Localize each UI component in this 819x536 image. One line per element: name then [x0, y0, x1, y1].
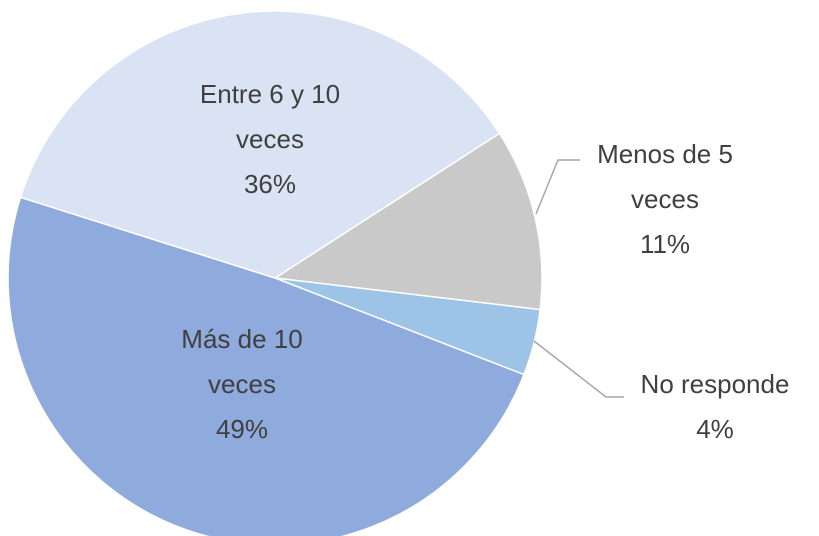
category-label: Menos de 5 veces: [597, 139, 733, 214]
value-label: 49%: [215, 414, 269, 444]
category-label: Entre 6 y 10 veces: [199, 79, 341, 154]
data-label: Menos de 5 veces 11%: [580, 132, 750, 267]
category-label: Más de 10 veces: [181, 324, 303, 399]
leader-line: [533, 340, 624, 398]
data-label: No responde 4%: [620, 362, 810, 452]
pie-slice: [272, 132, 543, 311]
data-label: Más de 10 veces 49%: [157, 317, 327, 452]
pie-slice: [7, 196, 525, 536]
data-label: Entre 6 y 10 veces 36%: [175, 72, 365, 207]
value-label: 4%: [696, 414, 734, 444]
value-label: 11%: [639, 229, 691, 259]
pie-slice: [19, 10, 501, 279]
leader-line: [535, 159, 580, 215]
category-label: No responde: [640, 369, 790, 399]
value-label: 36%: [243, 169, 297, 199]
